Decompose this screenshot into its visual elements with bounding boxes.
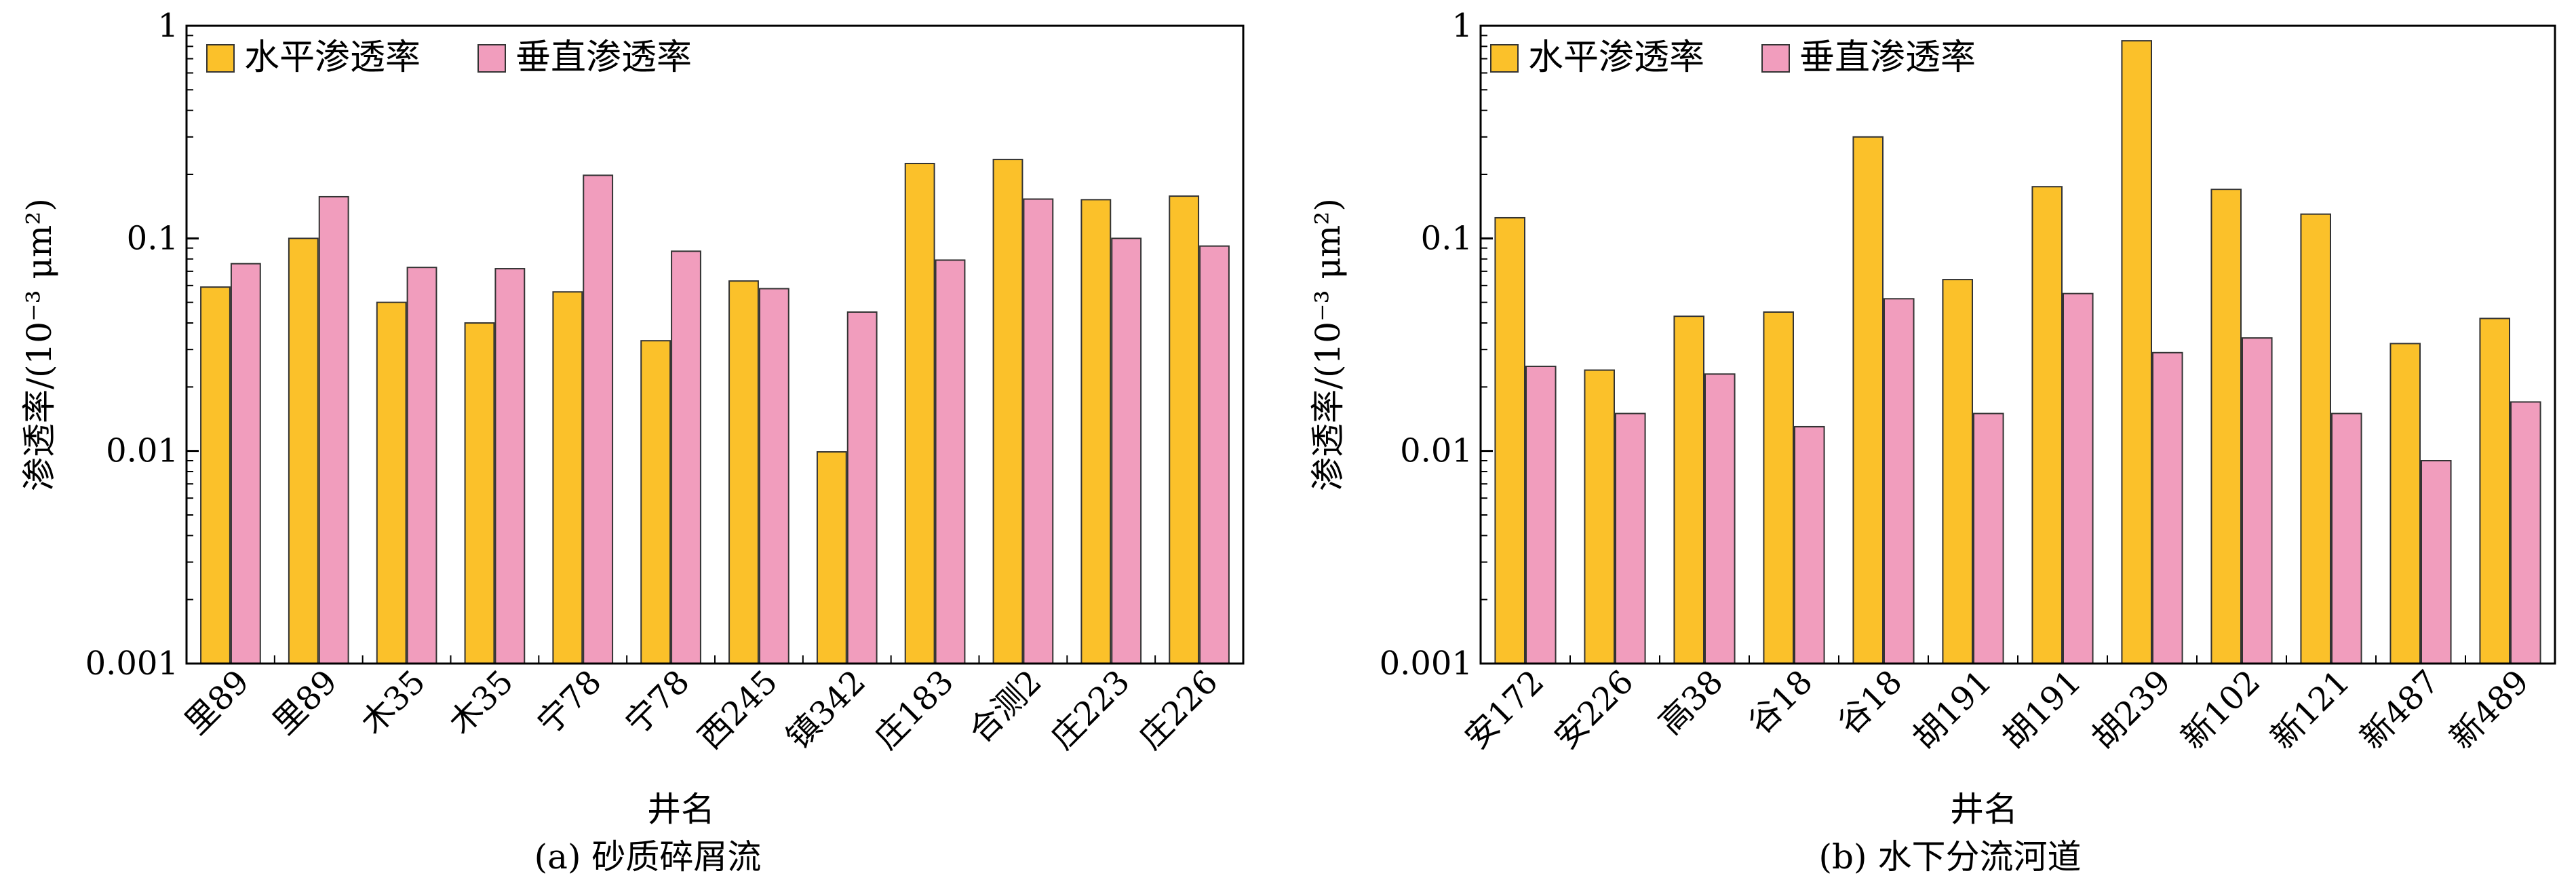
bar-b-s0-10 bbox=[2389, 343, 2421, 664]
ylabel-a: 渗透率/(10⁻³ μm²) bbox=[20, 198, 59, 491]
bar-a-s1-11 bbox=[1199, 245, 1230, 664]
bar-a-s0-2 bbox=[376, 301, 407, 664]
bar-a-s1-5 bbox=[671, 250, 701, 664]
bar-b-s1-10 bbox=[2421, 460, 2452, 664]
bar-b-s0-7 bbox=[2121, 40, 2152, 664]
bar-b-s1-11 bbox=[2510, 401, 2541, 664]
legend-swatch-b-0 bbox=[1490, 44, 1519, 73]
ytick-label-a: 0.001 bbox=[85, 645, 178, 683]
bar-a-s1-9 bbox=[1023, 198, 1054, 664]
bar-b-s0-6 bbox=[2031, 186, 2063, 664]
bar-a-s1-0 bbox=[230, 263, 261, 664]
bar-a-s0-10 bbox=[1080, 199, 1112, 665]
legend-label-a-0: 水平渗透率 bbox=[244, 37, 421, 78]
legend-swatch-b-1 bbox=[1761, 44, 1790, 73]
bar-b-s1-0 bbox=[1525, 365, 1557, 665]
bar-b-s0-5 bbox=[1942, 279, 1973, 664]
caption-a: (a) 砂质碎屑流 bbox=[534, 837, 762, 877]
bar-a-s0-3 bbox=[464, 322, 495, 664]
ytick-label-b: 1 bbox=[1451, 7, 1472, 45]
caption-b: (b) 水下分流河道 bbox=[1819, 837, 2082, 877]
bar-b-s1-4 bbox=[1884, 298, 1915, 664]
bar-b-s1-1 bbox=[1615, 413, 1646, 664]
xlabel-b: 井名 bbox=[1950, 790, 2018, 829]
bar-a-s0-6 bbox=[728, 280, 759, 665]
bar-b-s0-3 bbox=[1763, 311, 1794, 664]
ytick-label-a: 0.1 bbox=[127, 219, 178, 257]
bar-b-s0-9 bbox=[2300, 213, 2331, 664]
ytick-label-a: 0.01 bbox=[106, 432, 178, 470]
legend-label-a-1: 垂直渗透率 bbox=[515, 37, 692, 78]
xlabel-a: 井名 bbox=[647, 790, 715, 829]
bar-a-s0-9 bbox=[992, 159, 1023, 664]
bar-a-s0-8 bbox=[904, 162, 935, 665]
bar-a-s1-8 bbox=[935, 259, 966, 665]
ytick-label-b: 0.001 bbox=[1380, 645, 1472, 683]
bar-b-s1-7 bbox=[2152, 351, 2183, 665]
bar-b-s0-0 bbox=[1494, 216, 1525, 664]
bar-b-s0-4 bbox=[1852, 136, 1884, 665]
bar-b-s1-6 bbox=[2063, 292, 2094, 665]
bar-b-s1-3 bbox=[1794, 425, 1825, 664]
bar-a-s1-10 bbox=[1111, 237, 1142, 665]
legend-swatch-a-0 bbox=[206, 44, 235, 73]
legend-label-b-1: 垂直渗透率 bbox=[1799, 37, 1976, 78]
bar-a-s0-0 bbox=[200, 286, 231, 664]
bar-a-s1-4 bbox=[583, 174, 614, 664]
bar-b-s1-8 bbox=[2242, 337, 2273, 664]
bar-a-s0-11 bbox=[1169, 195, 1200, 664]
bar-b-s0-8 bbox=[2210, 189, 2242, 665]
legend-label-b-0: 水平渗透率 bbox=[1528, 37, 1704, 78]
legend-swatch-a-1 bbox=[477, 44, 506, 73]
bar-b-s0-2 bbox=[1673, 315, 1704, 664]
bar-a-s1-3 bbox=[494, 268, 526, 664]
bar-a-s0-7 bbox=[816, 451, 847, 664]
ylabel-b: 渗透率/(10⁻³ μm²) bbox=[1308, 198, 1348, 491]
bar-a-s0-1 bbox=[288, 237, 319, 665]
bar-b-s0-1 bbox=[1584, 369, 1615, 664]
bar-a-s1-1 bbox=[318, 195, 349, 665]
ytick-label-b: 0.01 bbox=[1400, 432, 1472, 470]
bar-a-s1-2 bbox=[406, 267, 437, 665]
ytick-label-b: 0.1 bbox=[1421, 219, 1472, 257]
bar-a-s1-7 bbox=[846, 311, 878, 664]
ytick-label-a: 1 bbox=[157, 7, 178, 45]
bar-a-s0-4 bbox=[552, 291, 583, 664]
bar-b-s1-9 bbox=[2331, 413, 2362, 664]
bar-b-s1-2 bbox=[1704, 373, 1736, 664]
bar-a-s1-6 bbox=[758, 288, 789, 664]
bar-b-s1-5 bbox=[1973, 413, 2004, 664]
bar-b-s0-11 bbox=[2479, 318, 2510, 664]
bar-a-s0-5 bbox=[640, 340, 671, 664]
